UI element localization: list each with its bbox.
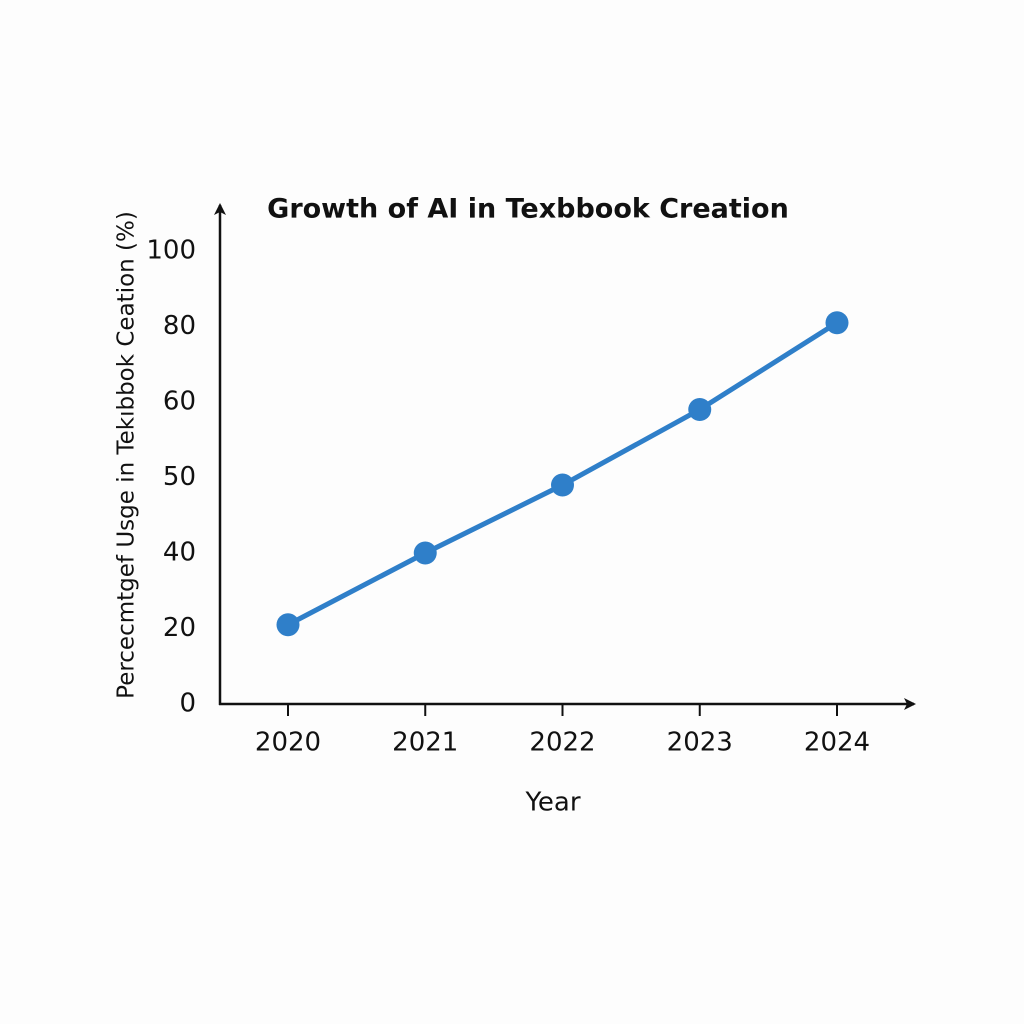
x-tick-label: 2023	[667, 728, 733, 758]
chart-title: Growth of AI in Texbbook Creation	[267, 194, 789, 225]
y-tick-label: 50	[163, 462, 196, 492]
x-tick-label: 2020	[255, 728, 321, 758]
y-tick-label: 100	[146, 236, 196, 266]
data-point	[688, 398, 712, 422]
x-tick-label: 2022	[529, 728, 595, 758]
y-axis-label: Percecmtgef Usge in Tekıbbok Ceation (%)	[114, 211, 140, 699]
y-tick-label: 0	[179, 689, 196, 719]
x-tick-label: 2021	[392, 728, 458, 758]
y-tick-label: 40	[163, 538, 196, 568]
y-tick-label: 60	[163, 387, 196, 417]
data-point	[276, 613, 300, 637]
y-tick-label: 80	[163, 311, 196, 341]
x-tick-label: 2024	[804, 728, 870, 758]
y-tick-label: 20	[163, 613, 196, 643]
data-point	[413, 541, 437, 565]
x-axis-label: Year	[524, 788, 580, 818]
data-point	[825, 311, 849, 335]
data-point	[551, 473, 574, 497]
